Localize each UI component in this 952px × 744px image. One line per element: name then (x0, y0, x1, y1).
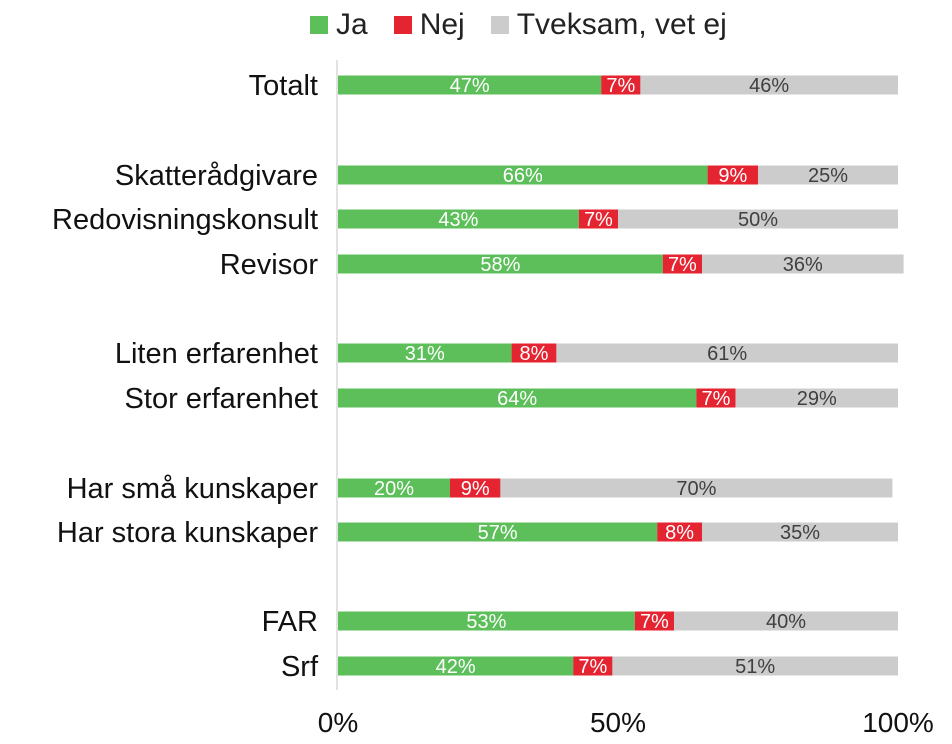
data-label: 31% (405, 343, 445, 365)
x-tick-label: 50% (590, 707, 646, 738)
legend-label-nej: Nej (419, 8, 465, 41)
data-label: 36% (783, 254, 823, 276)
legend-label-tveksam: Tveksam, vet ej (516, 8, 727, 41)
bar-segment-nej (511, 343, 557, 363)
category-label: Redovisningskonsult (52, 204, 318, 236)
data-label: 53% (466, 611, 506, 633)
bar-segment-ja (338, 165, 708, 185)
category-label: Har små kunskaper (67, 473, 319, 505)
data-label: 66% (503, 165, 543, 187)
bar-segment-nej (696, 388, 736, 408)
data-label: 70% (676, 478, 716, 500)
bar-segment-nej (707, 165, 758, 185)
data-label: 46% (749, 75, 789, 97)
data-label: 7% (578, 656, 607, 678)
bar-segment-nej (578, 209, 618, 229)
data-label: 7% (702, 388, 731, 410)
bar-segment-tveksam (556, 343, 898, 363)
data-label: 8% (520, 343, 549, 365)
legend-swatch-ja (310, 16, 328, 34)
data-label: 47% (450, 75, 490, 97)
legend-label-ja: Ja (336, 8, 368, 41)
legend-swatch-nej (393, 16, 412, 34)
bar-segment-nej (450, 478, 501, 498)
data-label: 7% (584, 209, 613, 231)
category-label: Har stora kunskaper (57, 517, 318, 549)
data-label: 51% (735, 656, 775, 678)
bar-segment-nej (573, 656, 613, 676)
bar-segment-ja (338, 611, 635, 631)
data-label: 9% (461, 478, 490, 500)
bar-segment-ja (338, 75, 602, 95)
data-label: 9% (718, 165, 747, 187)
bar-segment-tveksam (702, 522, 898, 542)
bar-segment-ja (338, 254, 663, 274)
data-label: 42% (436, 656, 476, 678)
data-label: 8% (665, 522, 694, 544)
data-label: 58% (480, 254, 520, 276)
data-label: 7% (668, 254, 697, 276)
bar-segment-ja (338, 656, 574, 676)
data-label: 25% (808, 165, 848, 187)
data-label: 50% (738, 209, 778, 231)
legend-item-nej: Nej (393, 8, 465, 42)
legend-swatch-tveksam (490, 16, 509, 34)
category-label: Liten erfarenhet (115, 338, 318, 370)
bar-segment-tveksam (612, 656, 898, 676)
category-label: Revisor (220, 249, 319, 281)
data-label: 57% (478, 522, 518, 544)
data-label: 64% (497, 388, 537, 410)
bar-segment-nej (657, 522, 702, 542)
category-label: Stor erfarenhet (125, 383, 318, 415)
bar-segment-tveksam (702, 254, 904, 274)
data-label: 7% (606, 75, 635, 97)
bar-segment-tveksam (618, 209, 898, 229)
data-label: 7% (640, 611, 669, 633)
data-label: 35% (780, 522, 820, 544)
bar-segment-nej (662, 254, 702, 274)
bar-segment-ja (338, 388, 697, 408)
legend-item-tveksam: Tveksam, vet ej (490, 8, 727, 42)
bar-segment-tveksam (500, 478, 893, 498)
data-label: 29% (797, 388, 837, 410)
data-label: 20% (374, 478, 414, 500)
bar-segment-ja (338, 209, 579, 229)
bar-segment-ja (338, 478, 450, 498)
chart-legend: Ja Nej Tveksam, vet ej (310, 8, 753, 42)
bar-segment-tveksam (640, 75, 898, 95)
category-label: FAR (262, 606, 318, 638)
category-label: Srf (281, 651, 319, 683)
bar-segment-tveksam (735, 388, 898, 408)
data-label: 61% (707, 343, 747, 365)
category-label: Totalt (249, 70, 318, 102)
bar-segment-tveksam (674, 611, 898, 631)
category-label: Skatterådgivare (115, 160, 318, 192)
data-label: 40% (766, 611, 806, 633)
bar-segment-tveksam (758, 165, 898, 185)
bar-segment-nej (634, 611, 674, 631)
x-tick-label: 0% (318, 707, 358, 738)
legend-item-ja: Ja (310, 8, 368, 42)
data-label: 43% (438, 209, 478, 231)
bar-segment-ja (338, 522, 658, 542)
x-tick-label: 100% (862, 707, 934, 738)
bar-segment-ja (338, 343, 512, 363)
bar-segment-nej (601, 75, 641, 95)
